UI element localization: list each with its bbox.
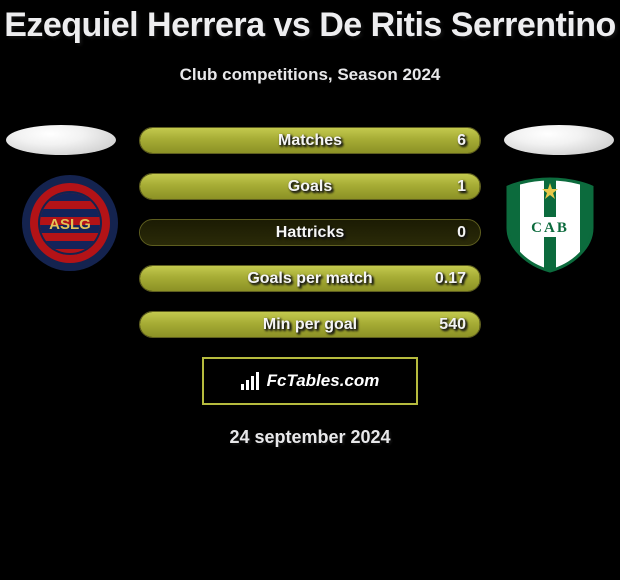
crest-left-icon: ASLG: [20, 173, 120, 273]
stat-bar-label: Matches: [278, 132, 342, 150]
stat-bar: Hattricks 0: [139, 219, 481, 246]
subtitle: Club competitions, Season 2024: [0, 65, 620, 85]
stat-bar: Goals per match 0.17: [139, 265, 481, 292]
date-text: 24 september 2024: [0, 427, 620, 448]
stat-bar-value: 0: [457, 224, 466, 242]
page-title: Ezequiel Herrera vs De Ritis Serrentino: [0, 0, 620, 45]
avatar-left-placeholder: [6, 125, 116, 155]
stat-bar-value: 0.17: [435, 270, 466, 288]
club-crest-left: ASLG: [20, 173, 120, 273]
stat-bars: Matches 6 Goals 1 Hattricks 0 Goals per …: [139, 125, 481, 338]
avatar-right-placeholder: [504, 125, 614, 155]
stat-bar-label: Goals: [288, 178, 332, 196]
stat-bar-value: 540: [439, 316, 466, 334]
stat-bar-label: Hattricks: [276, 224, 344, 242]
crest-right-text: CAB: [531, 220, 569, 236]
brand-bars-icon: [241, 372, 261, 390]
stat-bar-value: 1: [457, 178, 466, 196]
stat-bar: Goals 1: [139, 173, 481, 200]
crest-right-icon: CAB: [500, 173, 600, 273]
brand-label: FcTables.com: [267, 371, 380, 391]
stat-bar: Min per goal 540: [139, 311, 481, 338]
stat-bar-label: Goals per match: [247, 270, 372, 288]
brand-box: FcTables.com: [202, 357, 418, 405]
crest-left-text: ASLG: [49, 216, 91, 233]
comparison-stage: ASLG CAB Matches 6: [0, 125, 620, 448]
stat-bar-value: 6: [457, 132, 466, 150]
stat-bar-fill: [140, 220, 141, 245]
club-crest-right: CAB: [500, 173, 600, 273]
stat-bar-label: Min per goal: [263, 316, 357, 334]
stat-bar: Matches 6: [139, 127, 481, 154]
